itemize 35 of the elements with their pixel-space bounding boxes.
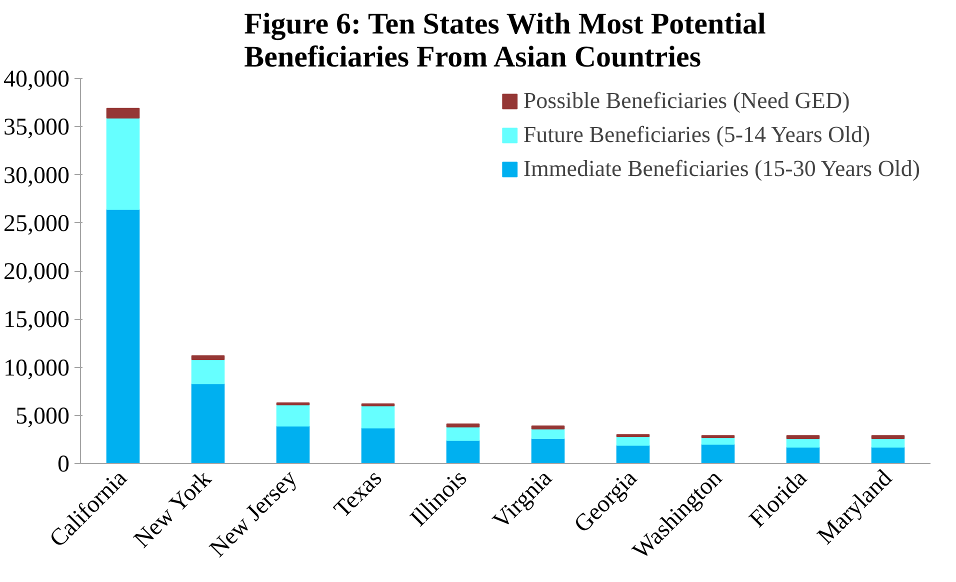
bar <box>616 444 650 464</box>
bar <box>446 424 480 428</box>
bar <box>871 446 905 464</box>
bar <box>361 405 395 428</box>
bar <box>786 435 820 439</box>
chart-title: Figure 6: Ten States With Most Potential Beneficiaries From Asian Countries <box>244 8 766 74</box>
y-tick-label: 40,000 <box>4 66 70 92</box>
bar <box>276 404 310 426</box>
legend-label: Future Beneficiaries (5-14 Years Old) <box>523 122 870 148</box>
bar <box>531 438 565 464</box>
bar <box>446 440 480 464</box>
y-tick-label: 0 <box>58 452 70 478</box>
bar <box>191 359 225 384</box>
y-tick-label: 25,000 <box>4 210 70 237</box>
legend-label: Immediate Beneficiaries (15-30 Years Old) <box>523 156 920 182</box>
y-tick-label: 15,000 <box>4 307 70 334</box>
y-tick-label: 30,000 <box>4 162 70 189</box>
legend-label: Possible Beneficiaries (Need GED) <box>523 88 850 114</box>
bar <box>871 435 905 439</box>
bar <box>701 437 735 445</box>
bar <box>191 383 225 464</box>
y-tick-label: 20,000 <box>4 259 70 285</box>
bar <box>276 425 310 464</box>
bar <box>701 444 735 464</box>
bar <box>531 425 565 430</box>
y-tick-label: 10,000 <box>4 355 70 382</box>
bar <box>106 117 140 210</box>
bar <box>106 108 140 118</box>
bar <box>446 426 480 441</box>
bar <box>106 208 140 464</box>
bar <box>786 446 820 464</box>
bar <box>191 355 225 360</box>
y-tick-label: 35,000 <box>4 114 70 141</box>
y-tick-label: 5,000 <box>16 403 70 430</box>
bar <box>361 427 395 464</box>
